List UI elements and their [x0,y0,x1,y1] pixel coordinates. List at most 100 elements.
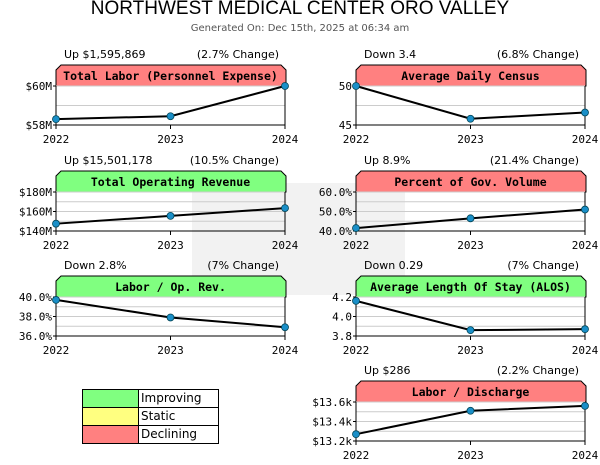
legend-item-declining: Declining [83,426,218,443]
chart-2: Down 3.4 (6.8% Change) Average Daily Censu… [300,44,600,149]
y-tick-label: 4.0 [332,311,352,324]
data-point [166,313,175,322]
legend-swatch [83,408,139,425]
change-amount: Down 0.29 [364,259,423,272]
data-point [466,406,475,415]
y-tick-label: 40.0% [319,225,352,238]
data-point [466,114,475,123]
legend-label: Improving [141,391,202,405]
data-point [352,297,360,305]
x-tick-label: 2024 [272,239,299,252]
chart-title: Labor / Op. Rev. [115,280,226,294]
change-percent: (10.5% Change) [190,154,279,167]
chart-5: Down 2.8% (7% Change) Labor / Op. Rev. 36.0… [0,255,300,360]
change-percent: (21.4% Change) [490,154,579,167]
x-tick-label: 2024 [572,133,599,146]
data-point [166,112,175,121]
data-point [281,204,289,212]
chart-title: Average Length Of Stay (ALOS) [370,280,571,294]
legend-swatch [83,390,139,407]
x-tick-label: 2022 [343,133,370,146]
legend-swatch [83,426,139,443]
data-point [466,214,475,223]
chart-title-banner [355,275,587,298]
data-point [52,219,60,228]
change-percent: (7% Change) [207,259,279,272]
change-amount: Up 8.9% [364,154,410,167]
x-tick-label: 2024 [272,344,299,357]
change-amount: Up $286 [364,364,411,377]
x-tick-label: 2023 [457,133,484,146]
x-tick-label: 2024 [572,344,599,357]
chart-3: Up $15,501,178 (10.5% Change) Total Operat… [0,150,300,255]
change-amount: Up $15,501,178 [64,154,153,167]
legend-label: Declining [141,427,198,441]
data-point [52,296,60,304]
x-tick-label: 2023 [457,449,484,462]
chart-title-banner [355,64,587,87]
y-tick-label: $60M [26,80,53,93]
chart-title-banner [55,170,287,193]
data-point [466,326,475,335]
x-tick-label: 2022 [43,344,70,357]
data-point [352,430,360,439]
data-point [52,115,60,124]
y-tick-label: $13.2k [312,435,352,448]
change-percent: (2.7% Change) [197,48,279,61]
data-point [581,325,589,334]
y-tick-label: $13.4k [312,416,352,429]
legend-label: Static [141,409,176,423]
data-point [281,323,289,332]
data-point [166,211,175,220]
change-amount: Down 3.4 [364,48,416,61]
chart-title: Percent of Gov. Volume [394,175,546,189]
x-tick-label: 2023 [457,344,484,357]
chart-title: Average Daily Census [401,69,539,83]
legend-item-static: Static [83,408,218,426]
x-tick-label: 2023 [157,133,184,146]
x-tick-label: 2024 [272,133,299,146]
x-tick-label: 2022 [343,449,370,462]
x-tick-label: 2024 [572,239,599,252]
y-tick-label: 40.0% [19,291,52,304]
chart-title-banner [355,170,587,193]
y-tick-label: $13.6k [312,396,352,409]
chart-4: Up 8.9% (21.4% Change) Percent of Gov. Vol… [300,150,600,255]
y-tick-label: 45 [339,119,352,132]
y-tick-label: 3.8 [332,330,352,343]
data-point [352,224,360,232]
x-tick-label: 2022 [343,344,370,357]
page-title: NORTHWEST MEDICAL CENTER ORO VALLEY [90,0,510,19]
change-amount: Down 2.8% [64,259,127,272]
x-tick-label: 2022 [43,133,70,146]
generated-timestamp: Generated On: Dec 15th, 2025 at 06:34 am [190,23,410,34]
change-amount: Up $1,595,869 [64,48,146,61]
data-point [581,205,589,214]
data-point [581,402,589,410]
data-point [281,82,289,90]
chart-title: Total Operating Revenue [91,175,250,189]
data-point [581,108,589,117]
chart-7: Up $286 (2.2% Change) Labor / Discharge $13… [300,360,600,465]
x-tick-label: 2022 [343,239,370,252]
legend-item-improving: Improving [83,390,218,408]
data-point [352,82,360,90]
y-tick-label: 50.0% [319,206,352,219]
y-tick-label: 60.0% [319,186,352,199]
y-tick-label: $180M [19,186,52,199]
chart-title-banner [355,380,587,403]
x-tick-label: 2022 [43,239,70,252]
x-tick-label: 2023 [157,344,184,357]
y-tick-label: 36.0% [19,330,52,343]
y-tick-label: 38.0% [19,311,52,324]
chart-title-banner [55,275,287,298]
chart-title: Total Labor (Personnel Expense) [63,69,278,83]
chart-title: Labor / Discharge [412,385,530,399]
change-percent: (6.8% Change) [497,48,579,61]
y-tick-label: $160M [19,206,52,219]
chart-1: Up $1,595,869 (2.7% Change) Total Labor (P… [0,44,300,149]
y-tick-label: 4.2 [332,291,352,304]
change-percent: (7% Change) [507,259,579,272]
chart-6: Down 0.29 (7% Change) Average Length Of St… [300,255,600,360]
